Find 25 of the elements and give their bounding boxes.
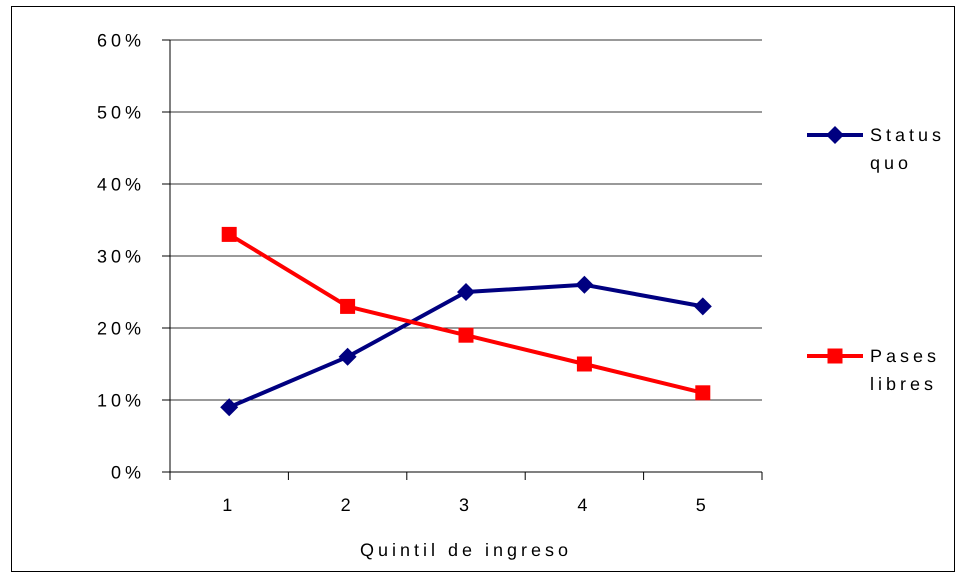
legend-label: Status quo <box>870 124 946 175</box>
y-tick-label: 10% <box>96 390 145 410</box>
point <box>576 356 592 372</box>
y-tick-label: 30% <box>96 246 145 266</box>
legend-label: Pases libres <box>870 345 942 396</box>
x-tick-label: 5 <box>696 494 710 515</box>
point <box>458 328 474 343</box>
x-tick-label: 1 <box>222 494 236 515</box>
x-tick-label: 4 <box>577 494 592 515</box>
point <box>694 297 712 316</box>
point <box>695 385 710 400</box>
y-tick-label: 50% <box>96 102 145 122</box>
y-tick-label: 20% <box>96 318 145 338</box>
y-tick-label: 40% <box>96 174 145 194</box>
point <box>222 226 237 242</box>
point <box>340 298 356 314</box>
y-tick-label: 60% <box>96 30 145 50</box>
x-tick-label: 2 <box>340 494 355 515</box>
point <box>220 398 238 416</box>
x-tick-label: 3 <box>458 494 474 515</box>
y-tick-label: 0% <box>110 462 145 482</box>
point <box>338 348 357 366</box>
point <box>575 276 594 294</box>
x-axis-title: Quintil de ingreso <box>360 540 572 560</box>
point <box>457 283 475 301</box>
